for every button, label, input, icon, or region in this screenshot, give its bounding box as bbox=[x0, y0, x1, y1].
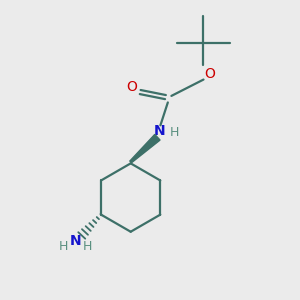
Text: O: O bbox=[205, 67, 215, 81]
Text: N: N bbox=[70, 234, 82, 248]
Text: H: H bbox=[170, 126, 179, 139]
Text: N: N bbox=[154, 124, 165, 138]
Text: O: O bbox=[126, 80, 137, 94]
Text: H: H bbox=[59, 240, 69, 253]
Polygon shape bbox=[130, 134, 160, 163]
Text: H: H bbox=[83, 240, 92, 253]
